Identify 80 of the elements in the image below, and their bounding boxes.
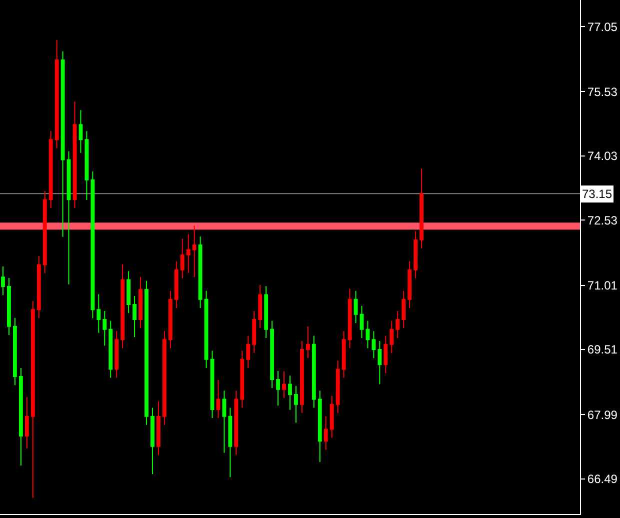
candlestick [408,260,412,308]
candlestick [126,270,131,314]
y-tick-label: 75.53 [587,84,618,99]
candlestick [318,390,322,463]
candlestick [366,320,370,349]
candlestick [348,288,352,349]
candlestick [414,230,418,279]
candlestick [312,335,316,408]
candlestick [72,101,77,209]
candlestick [252,310,256,354]
candlestick [180,238,184,279]
candlestick [390,320,394,354]
candlestick [168,290,172,349]
candlestick [132,295,136,338]
candlestick [360,305,364,338]
candlestick [336,360,340,414]
candlestick [150,407,154,475]
y-tick-label: 72.53 [587,213,618,228]
candlestick [294,385,298,424]
candlestick [222,390,226,454]
candlestick [240,350,244,408]
candlestick [282,370,286,398]
candlestick [114,330,119,378]
candlestick [144,280,148,426]
candlestick [24,396,29,449]
candlestick [258,284,262,329]
candlestick [246,335,250,368]
y-tick-label: 66.49 [587,472,618,486]
candlestick [192,225,196,278]
candlestick [234,390,238,456]
candlestick [270,320,274,389]
candlestick [90,170,95,319]
candlestick [204,290,208,368]
candlestick [36,256,41,319]
candlestick [18,367,23,466]
candlestick [174,260,178,308]
candlestick [66,150,71,285]
candlestick [102,310,107,346]
candlestick [198,236,202,308]
candlestick [228,407,232,478]
y-tick-label: 71.01 [587,278,618,292]
candlestick [372,330,376,359]
candlestick [378,340,382,385]
candlestick [354,290,358,324]
candlestick [384,335,388,374]
candlestick [78,110,83,154]
candlestick [30,300,35,498]
candlestick [162,330,166,426]
candlestick [324,416,328,450]
ref-line-label: 73.15 [582,187,612,201]
candlestick [396,310,400,338]
candlestick [276,370,280,406]
candlestick [7,277,11,336]
candlestick [264,286,268,338]
candlestick [42,190,47,274]
candlestick [420,168,424,249]
candlestick [216,379,220,419]
candlestick [330,395,334,438]
candlestick [186,234,190,274]
candlestick [342,330,346,378]
y-tick-label: 69.51 [587,342,618,357]
candlestick [54,39,59,149]
candlestick [288,375,292,410]
y-tick-label: 74.03 [587,149,618,164]
y-tick-label: 77.05 [587,20,618,34]
candlestick [12,317,17,386]
candlestick [60,50,65,238]
candlestick [96,294,101,334]
candlestick [1,266,5,296]
candlestick [300,340,304,414]
candlestick [84,130,89,201]
candlestick [120,264,125,349]
y-tick-label: 67.99 [587,408,618,422]
candlestick [108,320,113,378]
candlestick [402,290,406,329]
candlestick [48,130,53,209]
candlestick [210,350,214,419]
candlestick [156,400,160,456]
candlestick [306,326,310,359]
candlestick [138,276,142,329]
